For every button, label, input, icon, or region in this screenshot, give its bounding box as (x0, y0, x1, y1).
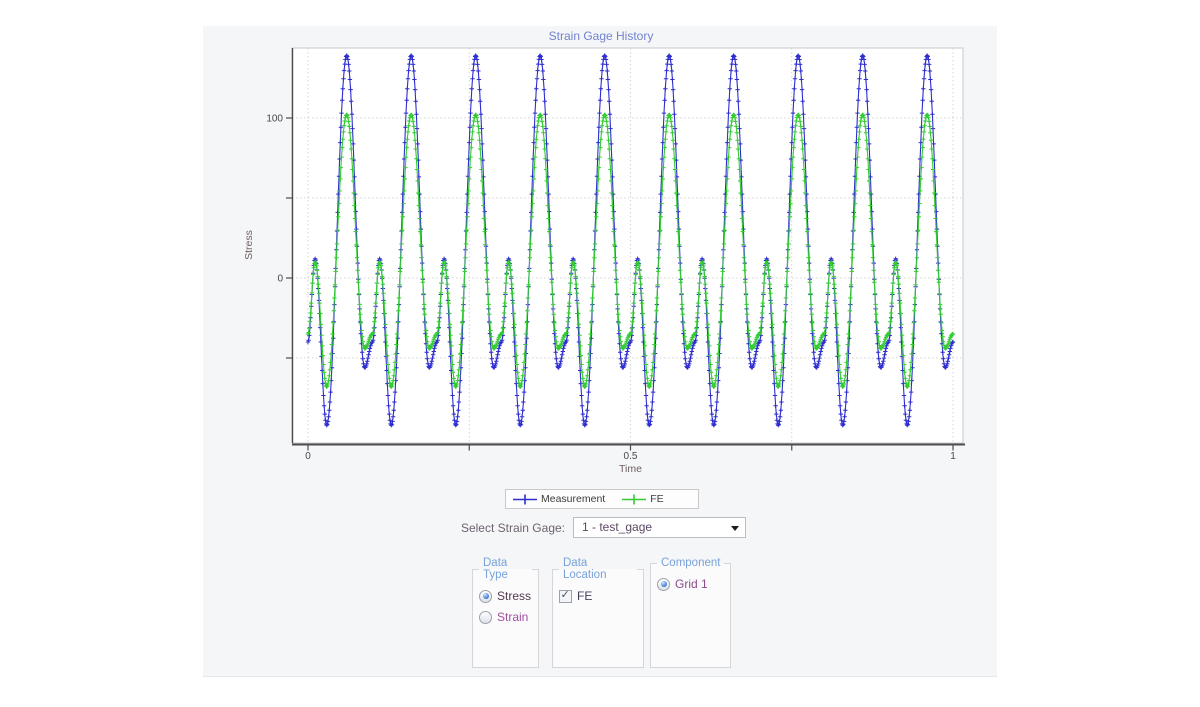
stress-radio[interactable] (479, 589, 492, 603)
strain-chart: 0 0.5 1 100 0 Time Stress Strain Gage History (243, 29, 965, 475)
strain-radio[interactable] (479, 610, 492, 624)
x-tick-label: 0 (305, 451, 311, 462)
x-tick-label: 1 (950, 451, 956, 462)
measurement-marker-icon (513, 494, 537, 504)
strain-gage-dropdown-value: 1 - test_gage (582, 520, 653, 534)
stress-option-row: Stress (479, 589, 532, 603)
component-group: Component Grid 1 (650, 557, 732, 668)
grid1-radio[interactable] (657, 577, 670, 591)
data-location-group-title: Data Location (563, 557, 607, 581)
fe-checkbox[interactable] (559, 588, 572, 603)
stress-radio-label[interactable]: Stress (497, 589, 532, 603)
strain-radio-label[interactable]: Strain (497, 610, 529, 624)
strain-option-row: Strain (479, 610, 532, 624)
plot-area (292, 48, 963, 443)
chart-legend: Measurement FE (505, 489, 699, 509)
y-tick-label: 0 (277, 274, 283, 285)
component-group-title: Component (661, 557, 721, 569)
app-panel: 0 0.5 1 100 0 Time Stress Strain Gage History M… (203, 26, 997, 677)
fe-option-row: FE (559, 588, 637, 603)
legend-item-fe: FE (621, 493, 664, 505)
legend-label-fe: FE (650, 493, 664, 505)
strain-gage-select-label: Select Strain Gage: (460, 521, 565, 535)
data-type-group: Data Type Stress Strain (472, 557, 539, 668)
dropdown-arrow-icon[interactable] (731, 526, 739, 531)
grid1-radio-label[interactable]: Grid 1 (675, 577, 708, 591)
chart-title: Strain Gage History (549, 29, 654, 43)
legend-label-measurement: Measurement (541, 493, 606, 505)
fe-marker-icon (622, 494, 647, 504)
fe-checkbox-label[interactable]: FE (577, 589, 593, 603)
y-tick-label: 100 (266, 114, 283, 125)
data-type-group-title: Data Type (483, 557, 508, 581)
series-fe-markers (305, 112, 956, 389)
data-location-group: Data Location FE (552, 557, 644, 668)
y-axis-title: Stress (243, 230, 255, 260)
x-tick-label: 0.5 (624, 451, 638, 462)
legend-item-measurement: Measurement (512, 493, 605, 505)
grid1-option-row: Grid 1 (657, 577, 724, 591)
x-axis-title: Time (619, 463, 642, 475)
strain-gage-dropdown[interactable]: 1 - test_gage (573, 517, 746, 538)
